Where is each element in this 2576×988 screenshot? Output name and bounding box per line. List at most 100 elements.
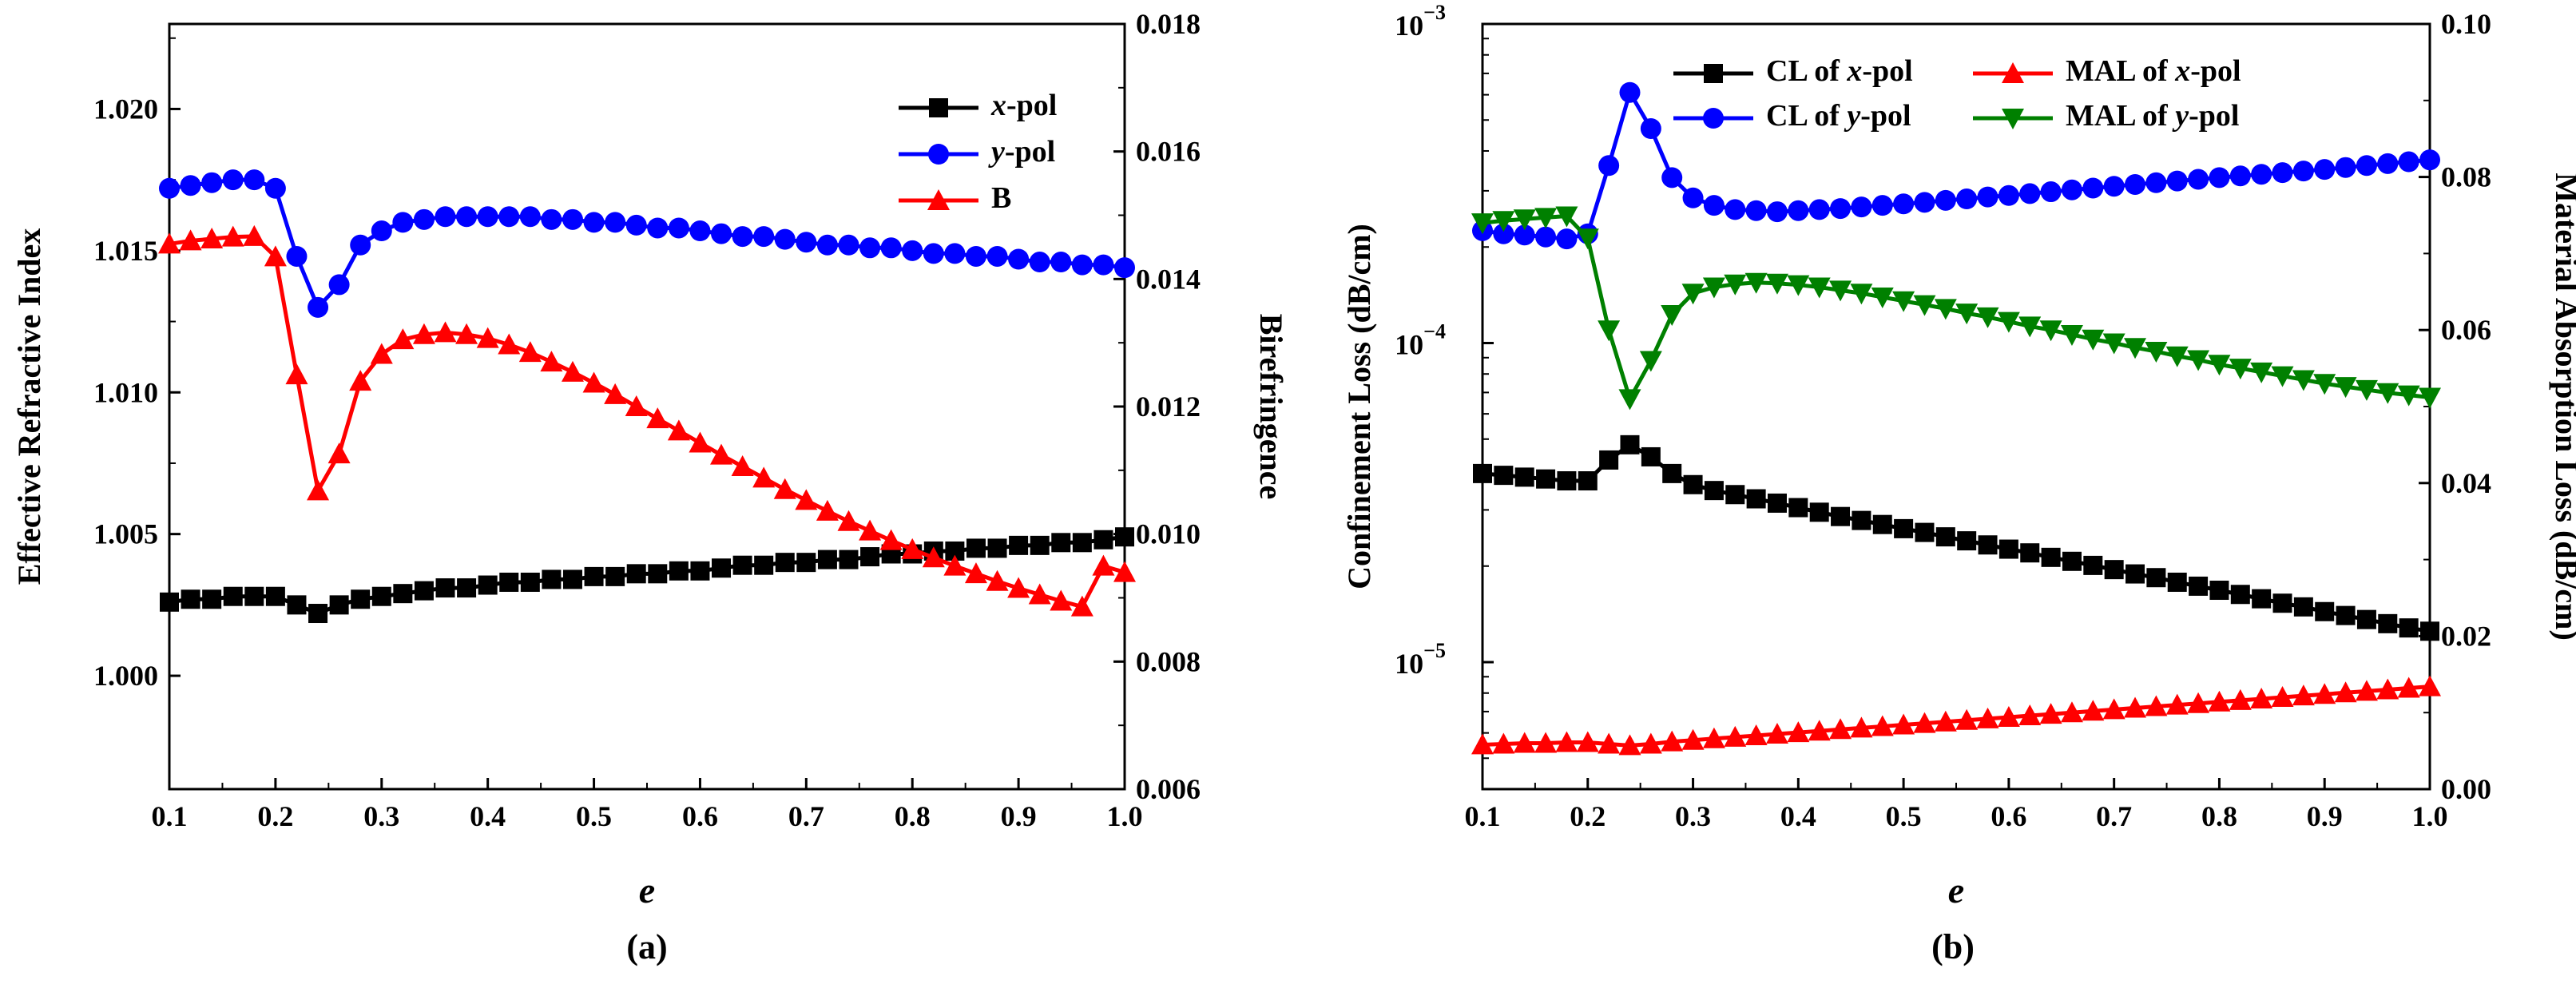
- data-point: [773, 478, 796, 499]
- data-point: [498, 206, 520, 228]
- data-point: [2397, 677, 2420, 698]
- x-tick-label: 0.9: [2307, 800, 2343, 832]
- y2-tick-label: 0.016: [1136, 136, 1201, 168]
- data-point: [796, 232, 817, 253]
- series-2: [1471, 675, 2441, 756]
- data-point: [986, 569, 1009, 591]
- data-point: [2060, 701, 2083, 723]
- data-point: [435, 206, 456, 228]
- data-point: [922, 546, 945, 568]
- data-point: [308, 604, 328, 624]
- data-point: [711, 223, 732, 244]
- x-tick-label: 0.3: [363, 800, 399, 832]
- data-point: [1704, 481, 1724, 501]
- x-tick-label: 0.9: [1001, 800, 1037, 832]
- data-point: [2104, 560, 2124, 580]
- data-point: [1788, 200, 1809, 221]
- y-tick-exponent: −3: [1423, 1, 1446, 24]
- data-point: [1051, 533, 1071, 553]
- data-point: [542, 569, 562, 589]
- data-point: [285, 363, 308, 385]
- legend-label-prefix: CL of: [1766, 54, 1847, 88]
- data-point: [1641, 446, 1661, 466]
- data-point: [1976, 307, 1999, 328]
- data-point: [2167, 572, 2187, 592]
- data-point: [1850, 284, 1873, 305]
- data-point: [2082, 177, 2104, 199]
- data-point: [1514, 224, 1535, 246]
- data-point: [349, 370, 372, 391]
- data-point: [754, 555, 774, 575]
- y-tick-label: 1.020: [93, 93, 158, 125]
- data-point: [264, 177, 286, 199]
- series-line: [169, 534, 1125, 616]
- data-point: [1978, 535, 1998, 555]
- data-point: [2060, 324, 2083, 346]
- chart-panel-b: 0.1 0.2 0.3 0.4 0.5 0.6 0.7 0.8 0.9 1.010−310−410…: [1341, 1, 2576, 966]
- data-point: [838, 234, 859, 256]
- data-point: [1787, 275, 1810, 296]
- data-point: [1619, 81, 1641, 103]
- data-point: [2399, 618, 2419, 638]
- data-point: [477, 206, 498, 228]
- legend-label-prefix: MAL of: [2066, 54, 2175, 88]
- data-point: [1725, 199, 1746, 220]
- data-point: [457, 578, 477, 598]
- data-point: [2102, 333, 2125, 355]
- data-point: [1598, 320, 1621, 342]
- data-point: [1724, 725, 1747, 747]
- data-point: [839, 550, 859, 569]
- data-point: [520, 572, 540, 592]
- data-point: [1745, 200, 1767, 221]
- legend-label: MAL of x-pol: [2066, 54, 2241, 88]
- data-point: [667, 419, 690, 441]
- data-point: [2313, 374, 2336, 395]
- data-point: [1725, 485, 1745, 505]
- data-point: [584, 566, 604, 586]
- data-point: [244, 586, 264, 606]
- data-point: [1555, 731, 1578, 752]
- data-point: [1094, 530, 1113, 550]
- data-point: [1534, 732, 1558, 753]
- data-point: [1767, 493, 1787, 513]
- legend-label-italic: x: [2174, 54, 2190, 88]
- data-point: [2376, 678, 2399, 700]
- data-point: [2145, 172, 2167, 193]
- data-point: [1071, 254, 1093, 276]
- data-point: [796, 553, 816, 573]
- data-point: [2397, 385, 2420, 407]
- x-tick-label: 0.2: [257, 800, 293, 832]
- y2-tick-label: 0.008: [1136, 645, 1201, 677]
- y2-tick-label: 0.018: [1136, 8, 1201, 40]
- data-point: [1661, 305, 1684, 327]
- series-3: [1471, 206, 2441, 411]
- data-point: [1829, 718, 1852, 740]
- data-point: [2419, 675, 2441, 696]
- data-point: [1683, 474, 1703, 494]
- data-point: [2019, 183, 2041, 204]
- y2-tick-label: 0.014: [1136, 263, 1201, 295]
- data-point: [1724, 274, 1747, 296]
- data-point: [371, 586, 391, 606]
- data-point: [2061, 179, 2082, 200]
- data-point: [2420, 621, 2439, 641]
- data-point: [434, 321, 457, 343]
- data-point: [1894, 518, 1914, 538]
- data-point: [710, 443, 733, 465]
- data-point: [2124, 338, 2147, 359]
- data-point: [2229, 688, 2252, 710]
- x-tick-label: 0.5: [1886, 800, 1922, 832]
- data-point: [1513, 209, 1536, 231]
- legend-label-italic: y: [2172, 99, 2189, 133]
- data-point: [1093, 254, 1114, 276]
- data-point: [625, 214, 647, 236]
- y-tick-exponent: −5: [1423, 639, 1446, 662]
- data-point: [435, 578, 455, 598]
- y2-tick-label: 0.02: [2441, 620, 2491, 652]
- data-point: [1555, 206, 1578, 228]
- data-point: [2315, 601, 2335, 621]
- data-point: [371, 220, 392, 242]
- data-point: [391, 328, 415, 350]
- data-point: [1681, 728, 1705, 750]
- x-tick-label: 0.1: [1465, 800, 1501, 832]
